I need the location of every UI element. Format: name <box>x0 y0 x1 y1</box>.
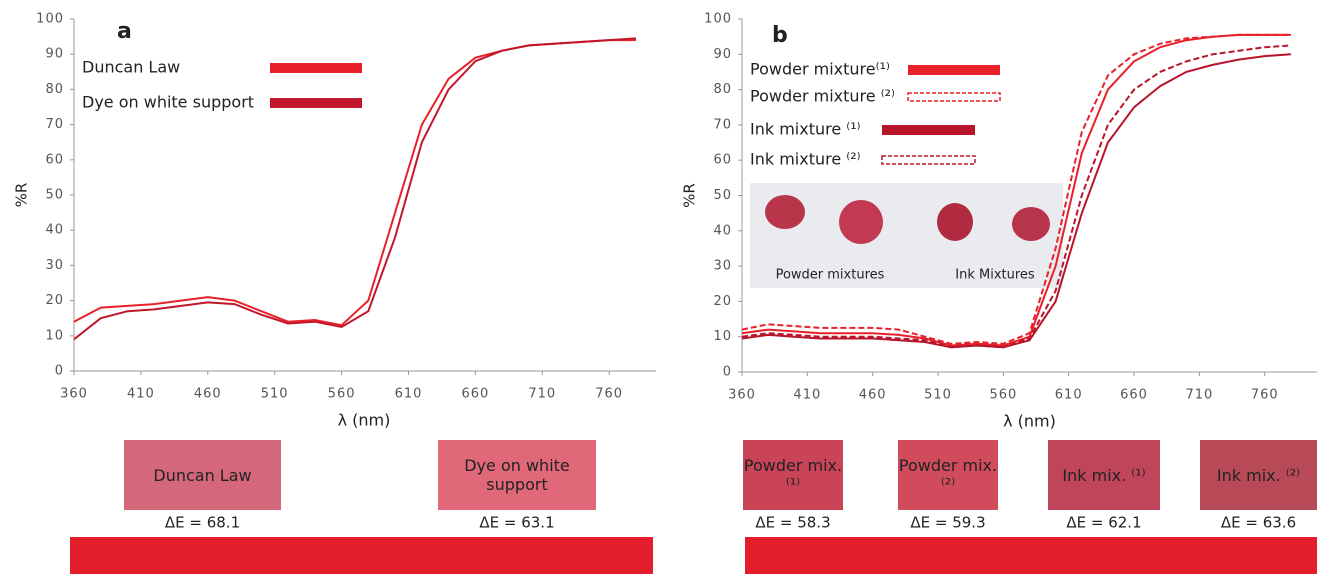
x-tick-label: 660 <box>461 387 489 402</box>
y-tick-label: 0 <box>723 365 732 380</box>
reference-bar <box>70 537 653 574</box>
x-tick-label: 510 <box>924 388 952 403</box>
delta-e-label: ΔE = 62.1 <box>1066 514 1141 532</box>
y-tick-label: 90 <box>45 47 64 62</box>
inset-label: Ink Mixtures <box>955 268 1035 283</box>
delta-e-label: ΔE = 58.3 <box>755 514 830 532</box>
x-tick-label: 760 <box>595 387 623 402</box>
swatch-label: Dye on white support <box>438 440 596 510</box>
swatch-label: Powder mix. ⁽¹⁾ <box>743 440 843 510</box>
x-tick-label: 510 <box>261 387 289 402</box>
swatch-label: Ink mix. ⁽²⁾ <box>1200 440 1317 510</box>
legend-swatch <box>270 98 362 108</box>
y-tick-label: 50 <box>45 188 64 203</box>
y-tick-label: 40 <box>45 223 64 238</box>
y-tick-label: 60 <box>713 153 732 168</box>
y-tick-label: 20 <box>45 293 64 308</box>
y-tick-label: 80 <box>45 82 64 97</box>
x-tick-label: 460 <box>194 387 222 402</box>
swatch-box: Ink mix. ⁽²⁾ <box>1200 440 1317 510</box>
y-tick-label: 0 <box>55 364 64 379</box>
y-tick-label: 70 <box>45 117 64 132</box>
swatch-label: Powder mix. ⁽²⁾ <box>898 440 998 510</box>
x-axis-title: λ (nm) <box>1003 412 1056 431</box>
legend-swatch <box>908 93 1000 101</box>
swatch-label: Duncan Law <box>124 440 281 510</box>
legend-label: Dye on white support <box>82 93 254 112</box>
delta-e-label: ΔE = 63.6 <box>1221 514 1296 532</box>
legend-label: Duncan Law <box>82 58 180 77</box>
y-tick-label: 30 <box>713 259 732 274</box>
legend-label: Ink mixture ⁽¹⁾ <box>750 120 861 139</box>
swatch-label: Ink mix. ⁽¹⁾ <box>1048 440 1160 510</box>
legend-swatch <box>882 125 975 135</box>
line-series <box>74 38 636 339</box>
legend-swatch <box>908 65 1000 75</box>
delta-e-label: ΔE = 68.1 <box>165 514 240 532</box>
y-tick-label: 100 <box>704 12 732 27</box>
legend-label: Ink mixture ⁽²⁾ <box>750 150 861 169</box>
y-tick-label: 40 <box>713 223 732 238</box>
legend-label: Powder mixture⁽¹⁾ <box>750 60 890 79</box>
legend-swatch <box>270 63 362 73</box>
swatch-box: Powder mix. ⁽²⁾ <box>898 440 998 510</box>
swatch-box: Duncan Law <box>124 440 281 510</box>
line-series <box>74 40 636 325</box>
x-tick-label: 410 <box>793 388 821 403</box>
delta-e-label: ΔE = 59.3 <box>910 514 985 532</box>
y-axis-title: %R <box>681 183 699 208</box>
y-tick-label: 10 <box>713 329 732 344</box>
y-axis-title: %R <box>13 183 31 208</box>
swatch-box: Dye on white support <box>438 440 596 510</box>
x-tick-label: 460 <box>859 388 887 403</box>
x-tick-label: 360 <box>728 388 756 403</box>
x-tick-label: 360 <box>60 387 88 402</box>
y-tick-label: 70 <box>713 117 732 132</box>
delta-e-label: ΔE = 63.1 <box>479 514 554 532</box>
y-tick-label: 20 <box>713 294 732 309</box>
reference-bar <box>745 537 1317 574</box>
x-axis-title: λ (nm) <box>338 411 391 430</box>
y-tick-label: 80 <box>713 82 732 97</box>
x-tick-label: 710 <box>528 387 556 402</box>
x-tick-label: 660 <box>1120 388 1148 403</box>
x-tick-label: 710 <box>1185 388 1213 403</box>
inset-label: Powder mixtures <box>776 268 885 283</box>
x-tick-label: 410 <box>127 387 155 402</box>
panel-label: b <box>772 23 788 48</box>
swatch-box: Powder mix. ⁽¹⁾ <box>743 440 843 510</box>
panel-label: a <box>117 19 132 44</box>
x-tick-label: 560 <box>989 388 1017 403</box>
x-tick-label: 560 <box>328 387 356 402</box>
y-tick-label: 90 <box>713 47 732 62</box>
y-tick-label: 60 <box>45 152 64 167</box>
y-tick-label: 100 <box>36 12 64 27</box>
y-tick-label: 10 <box>45 328 64 343</box>
x-tick-label: 610 <box>395 387 423 402</box>
x-tick-label: 610 <box>1055 388 1083 403</box>
y-tick-label: 50 <box>713 188 732 203</box>
x-tick-label: 760 <box>1251 388 1279 403</box>
legend-swatch <box>882 156 975 164</box>
legend-label: Powder mixture ⁽²⁾ <box>750 87 895 106</box>
swatch-box: Ink mix. ⁽¹⁾ <box>1048 440 1160 510</box>
y-tick-label: 30 <box>45 258 64 273</box>
figure: 0102030405060708090100360410460510560610… <box>0 0 1317 574</box>
